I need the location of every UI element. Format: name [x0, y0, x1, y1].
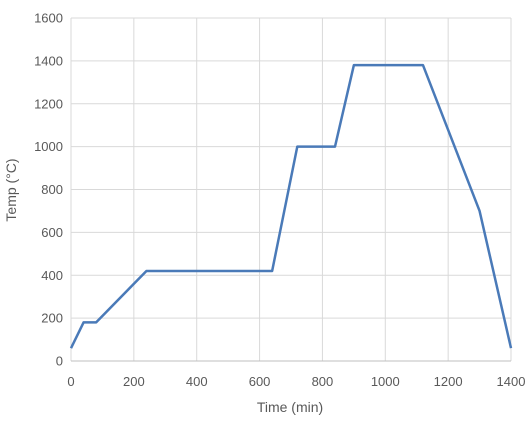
grid — [70, 17, 512, 361]
y-axis-title: Temp (°C) — [3, 158, 19, 221]
series-line — [69, 63, 513, 349]
y-tick-label: 600 — [41, 225, 63, 240]
y-tick-label: 0 — [56, 354, 63, 369]
x-tick-label: 800 — [312, 374, 334, 389]
x-tick-label: 1200 — [434, 374, 463, 389]
y-tick-label: 1600 — [34, 11, 63, 26]
y-tick-label: 800 — [41, 182, 63, 197]
x-tick-label: 200 — [123, 374, 145, 389]
tick-labels: 0 200 400 600 800 1000 1200 1400 1600 0 200 400 600 8… — [34, 11, 525, 390]
x-axis-title: Time (min) — [257, 399, 323, 415]
x-tick-label: 0 — [67, 374, 74, 389]
x-tick-label: 1400 — [497, 374, 526, 389]
y-tick-label: 400 — [41, 268, 63, 283]
y-tick-label: 1200 — [34, 96, 63, 111]
x-tick-label: 1000 — [371, 374, 400, 389]
series-layer — [69, 63, 513, 349]
x-tick-label: 400 — [186, 374, 208, 389]
y-tick-label: 1400 — [34, 53, 63, 68]
x-tick-label: 600 — [249, 374, 271, 389]
y-tick-label: 1000 — [34, 139, 63, 154]
y-tick-label: 200 — [41, 311, 63, 326]
